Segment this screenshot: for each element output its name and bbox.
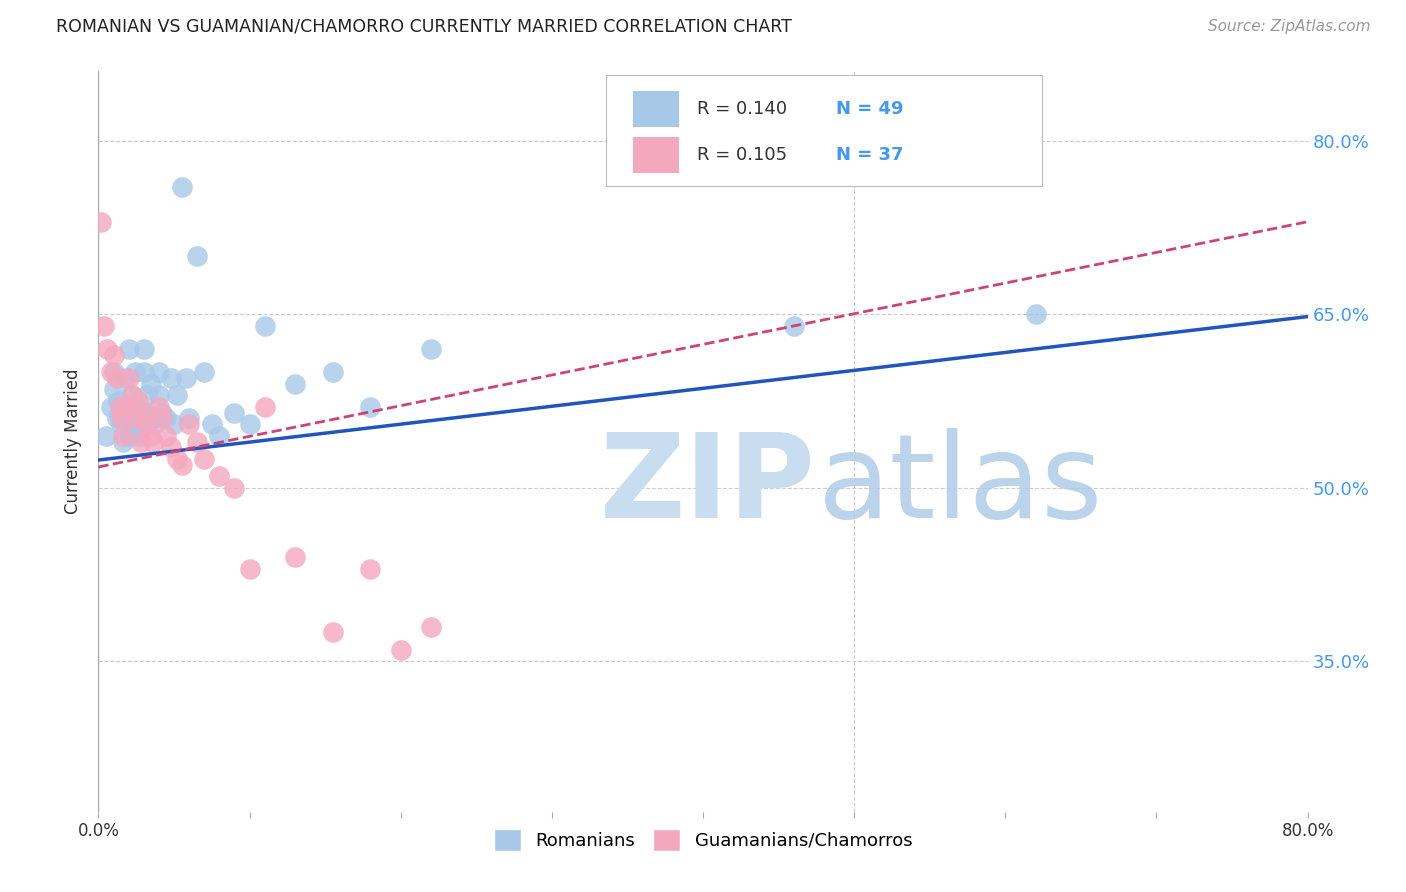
Point: [93, 318, 115, 333]
Bar: [633, 91, 679, 127]
Point: [124, 365, 146, 379]
Point: [239, 417, 262, 432]
Point: [103, 383, 125, 397]
Point: [148, 400, 170, 414]
Text: R = 0.140: R = 0.140: [697, 100, 787, 118]
Point: [108, 411, 131, 425]
Text: N = 49: N = 49: [837, 100, 904, 118]
Point: [160, 440, 183, 454]
Point: [135, 388, 157, 402]
Point: [121, 417, 143, 432]
Point: [148, 388, 170, 402]
Point: [121, 388, 143, 402]
Point: [143, 417, 166, 432]
Point: [201, 417, 224, 432]
Point: [100, 365, 122, 379]
FancyBboxPatch shape: [606, 75, 1042, 186]
Point: [170, 458, 193, 472]
Point: [284, 550, 307, 565]
Point: [111, 429, 134, 443]
Point: [142, 411, 165, 425]
Point: [253, 400, 276, 414]
Point: [142, 434, 165, 449]
Point: [128, 429, 150, 443]
Point: [208, 469, 231, 483]
Point: [179, 417, 201, 432]
Point: [121, 388, 143, 402]
Point: [90, 215, 112, 229]
Point: [239, 562, 262, 576]
Y-axis label: Currently Married: Currently Married: [65, 368, 83, 515]
Point: [420, 342, 443, 356]
Text: Source: ZipAtlas.com: Source: ZipAtlas.com: [1208, 20, 1371, 34]
Point: [132, 342, 155, 356]
Text: ROMANIAN VS GUAMANIAN/CHAMORRO CURRENTLY MARRIED CORRELATION CHART: ROMANIAN VS GUAMANIAN/CHAMORRO CURRENTLY…: [56, 17, 792, 35]
Point: [110, 417, 132, 432]
Point: [783, 318, 806, 333]
Point: [224, 481, 246, 495]
Point: [114, 371, 136, 385]
Point: [186, 250, 208, 264]
Legend: Romanians, Guamanians/Chamorros: Romanians, Guamanians/Chamorros: [486, 822, 920, 858]
Point: [125, 400, 148, 414]
Point: [284, 376, 307, 391]
Point: [179, 411, 201, 425]
Point: [132, 365, 155, 379]
Point: [150, 411, 173, 425]
Point: [139, 429, 162, 443]
Point: [108, 400, 131, 414]
Point: [107, 394, 129, 409]
Point: [224, 406, 246, 420]
Point: [1024, 307, 1046, 321]
Point: [155, 429, 177, 443]
Point: [163, 417, 186, 432]
Point: [136, 406, 159, 420]
Point: [111, 434, 134, 449]
Point: [127, 417, 149, 432]
Point: [124, 411, 146, 425]
Point: [105, 411, 128, 425]
Point: [389, 642, 412, 657]
Point: [118, 429, 141, 443]
Point: [118, 342, 141, 356]
Point: [186, 434, 208, 449]
Point: [127, 394, 149, 409]
Point: [118, 371, 141, 385]
Point: [129, 406, 152, 420]
Text: N = 37: N = 37: [837, 146, 904, 164]
Point: [150, 406, 173, 420]
Bar: [633, 137, 679, 173]
Point: [141, 376, 163, 391]
Point: [420, 619, 443, 633]
Text: R = 0.105: R = 0.105: [697, 146, 787, 164]
Point: [208, 429, 231, 443]
Point: [100, 400, 122, 414]
Point: [166, 388, 188, 402]
Point: [174, 371, 197, 385]
Point: [103, 365, 125, 379]
Point: [135, 417, 157, 432]
Point: [105, 371, 128, 385]
Point: [193, 365, 215, 379]
Point: [360, 562, 382, 576]
Point: [170, 180, 193, 194]
Point: [322, 625, 344, 640]
Text: ZIP: ZIP: [600, 428, 817, 543]
Point: [103, 348, 125, 362]
Point: [129, 434, 152, 449]
Point: [94, 429, 117, 443]
Point: [110, 411, 132, 425]
Point: [322, 365, 344, 379]
Point: [166, 451, 188, 466]
Text: atlas: atlas: [818, 428, 1104, 543]
Point: [193, 451, 215, 466]
Point: [96, 342, 118, 356]
Point: [160, 371, 183, 385]
Point: [132, 406, 155, 420]
Point: [114, 400, 136, 414]
Point: [148, 365, 170, 379]
Point: [253, 318, 276, 333]
Point: [155, 411, 177, 425]
Point: [360, 400, 382, 414]
